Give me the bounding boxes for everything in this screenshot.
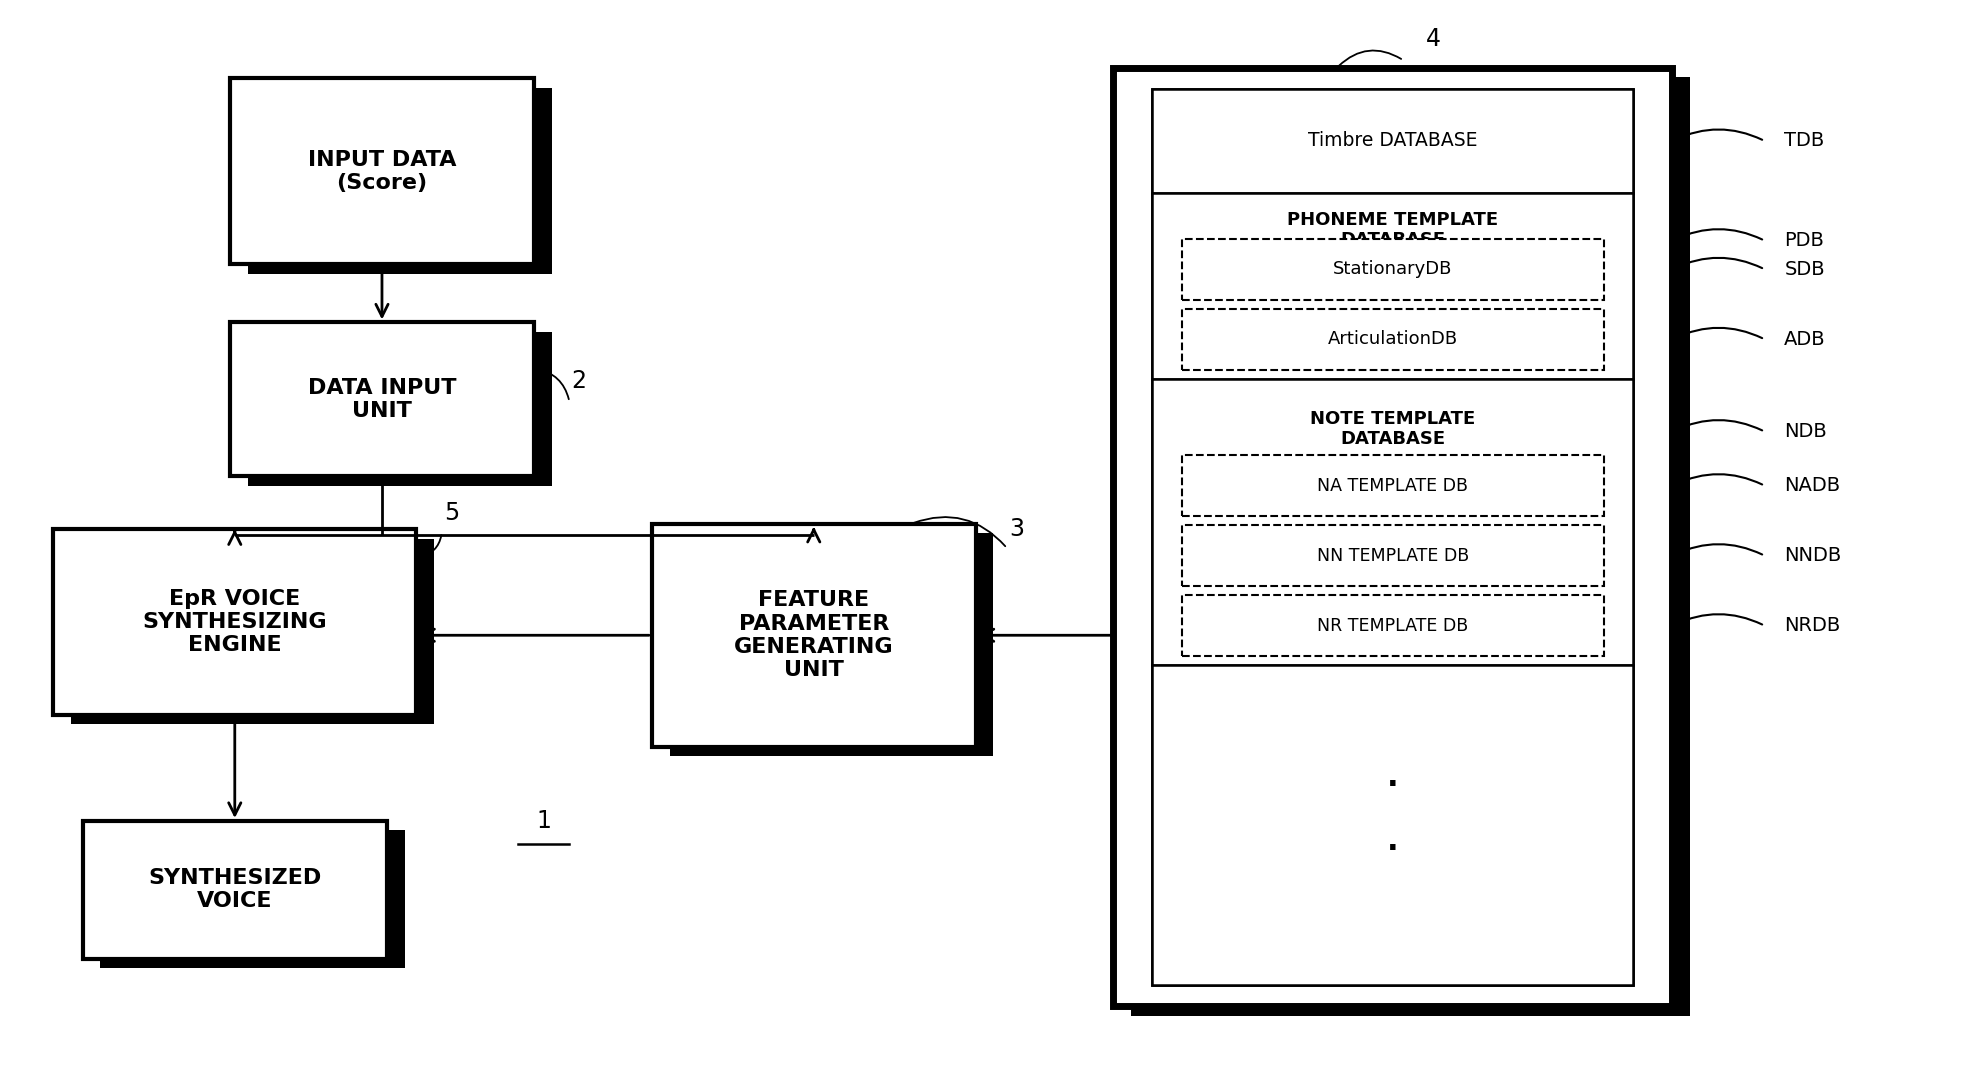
FancyBboxPatch shape: [670, 533, 993, 756]
FancyBboxPatch shape: [1183, 525, 1604, 587]
FancyBboxPatch shape: [248, 88, 552, 274]
FancyBboxPatch shape: [1153, 89, 1634, 193]
FancyBboxPatch shape: [1153, 89, 1634, 986]
Text: .: .: [1388, 762, 1399, 791]
FancyBboxPatch shape: [1131, 77, 1689, 1016]
Text: 3: 3: [1009, 517, 1025, 541]
FancyBboxPatch shape: [71, 539, 434, 725]
Text: StationaryDB: StationaryDB: [1332, 261, 1453, 278]
FancyBboxPatch shape: [83, 821, 386, 959]
FancyBboxPatch shape: [1183, 238, 1604, 300]
Text: NDB: NDB: [1784, 422, 1827, 441]
Text: NNDB: NNDB: [1784, 546, 1841, 566]
Text: ArticulationDB: ArticulationDB: [1328, 330, 1459, 348]
Text: .: .: [1388, 826, 1399, 855]
Text: 5: 5: [443, 501, 459, 525]
Text: NR TEMPLATE DB: NR TEMPLATE DB: [1317, 617, 1468, 635]
Text: NN TEMPLATE DB: NN TEMPLATE DB: [1317, 546, 1468, 564]
Text: NOTE TEMPLATE
DATABASE: NOTE TEMPLATE DATABASE: [1311, 409, 1476, 448]
Text: SDB: SDB: [1784, 260, 1825, 279]
Text: FEATURE
PARAMETER
GENERATING
UNIT: FEATURE PARAMETER GENERATING UNIT: [733, 590, 893, 680]
FancyBboxPatch shape: [1153, 665, 1634, 986]
FancyBboxPatch shape: [1153, 378, 1634, 665]
Text: TDB: TDB: [1784, 131, 1825, 151]
Text: Timbre DATABASE: Timbre DATABASE: [1309, 131, 1478, 151]
FancyBboxPatch shape: [53, 529, 416, 715]
FancyBboxPatch shape: [231, 323, 534, 476]
FancyBboxPatch shape: [1153, 193, 1634, 378]
Text: ADB: ADB: [1784, 330, 1825, 348]
FancyBboxPatch shape: [1183, 455, 1604, 516]
FancyBboxPatch shape: [101, 831, 404, 969]
Text: 4: 4: [1425, 27, 1441, 51]
FancyBboxPatch shape: [1183, 595, 1604, 656]
FancyBboxPatch shape: [1183, 309, 1604, 370]
Text: NRDB: NRDB: [1784, 616, 1841, 635]
Text: DATA INPUT
UNIT: DATA INPUT UNIT: [307, 377, 455, 421]
Text: NADB: NADB: [1784, 476, 1841, 495]
Text: INPUT DATA
(Score): INPUT DATA (Score): [307, 150, 455, 192]
FancyBboxPatch shape: [1114, 67, 1673, 1007]
FancyBboxPatch shape: [231, 78, 534, 264]
Text: PDB: PDB: [1784, 231, 1825, 250]
Text: PHONEME TEMPLATE
DATABASE: PHONEME TEMPLATE DATABASE: [1287, 211, 1498, 249]
Text: 1: 1: [536, 809, 552, 833]
Text: 2: 2: [572, 369, 587, 392]
Text: EpR VOICE
SYNTHESIZING
ENGINE: EpR VOICE SYNTHESIZING ENGINE: [142, 589, 327, 655]
FancyBboxPatch shape: [652, 524, 976, 746]
FancyBboxPatch shape: [248, 331, 552, 485]
Text: NA TEMPLATE DB: NA TEMPLATE DB: [1317, 477, 1468, 495]
Text: SYNTHESIZED
VOICE: SYNTHESIZED VOICE: [148, 868, 321, 912]
